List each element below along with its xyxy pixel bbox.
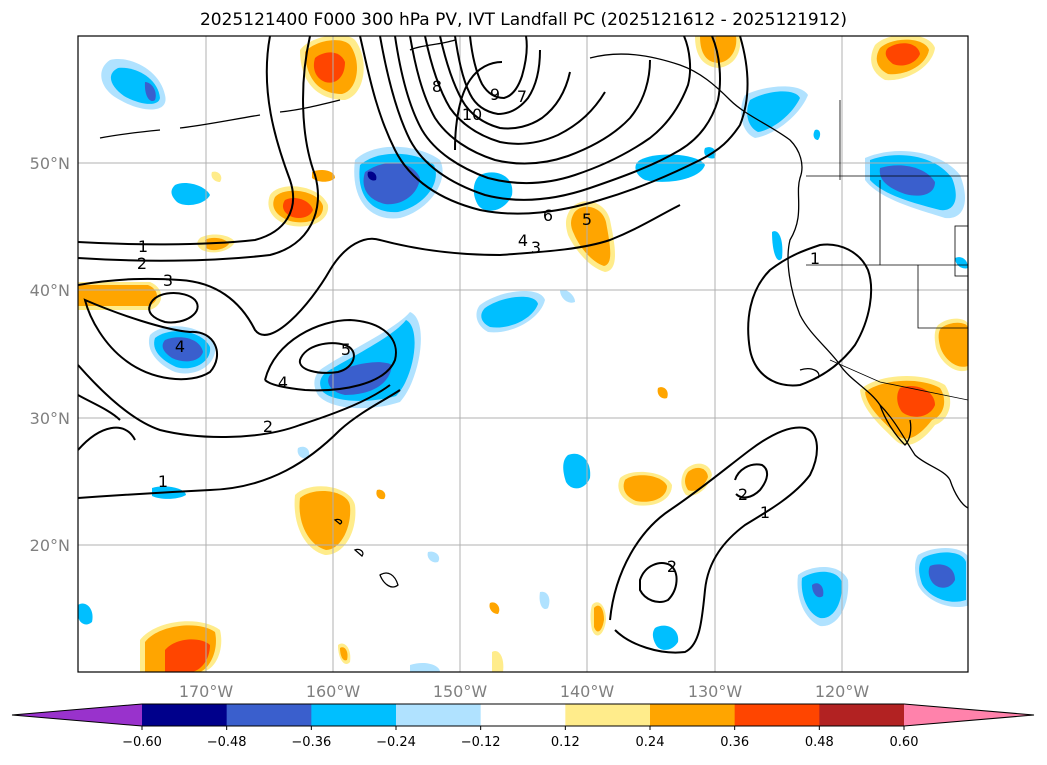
lon-label-140w: 140°W	[560, 682, 615, 701]
contour-label: 1	[138, 237, 148, 256]
negative-blobs	[78, 59, 968, 672]
colorbar-segment	[142, 704, 228, 726]
colorbar-tick-label: 0.12	[551, 735, 580, 750]
lat-label-40n: 40°N	[30, 281, 70, 300]
colorbar-segment	[226, 704, 312, 726]
colorbar: −0.60 −0.48 −0.36 −0.24 −0.12 0.12 0.24 0.36 0.4…	[11, 703, 1035, 750]
contour-label: 4	[518, 231, 528, 250]
colorbar-segment	[650, 704, 736, 726]
colorbar-tick-label: −0.12	[461, 735, 501, 750]
colorbar-tick-label: −0.36	[291, 735, 331, 750]
latitude-labels: 50°N 40°N 30°N 20°N	[30, 154, 70, 555]
colorbar-segment	[565, 704, 651, 726]
contour-label: 4	[278, 373, 288, 392]
contour-label: 1	[810, 249, 820, 268]
lat-label-50n: 50°N	[30, 154, 70, 173]
contour-label: 3	[531, 238, 541, 257]
lon-label-170w: 170°W	[179, 682, 234, 701]
colorbar-segment	[311, 704, 397, 726]
colorbar-segment	[734, 704, 820, 726]
colorbar-tick-label: 0.24	[636, 735, 665, 750]
contour-label: 9	[490, 85, 500, 104]
contour-label: 2	[263, 417, 273, 436]
colorbar-segment	[819, 704, 905, 726]
colorbar-tick-label: −0.48	[207, 735, 247, 750]
contour-label: 10	[462, 105, 482, 124]
colorbar-segment	[396, 704, 482, 726]
borders	[806, 100, 968, 401]
lon-label-150w: 150°W	[433, 682, 488, 701]
contour-label: 7	[517, 87, 527, 106]
map-title: 2025121400 F000 300 hPa PV, IVT Landfall…	[199, 10, 847, 30]
contour-label: 5	[582, 210, 592, 229]
colorbar-extend-max	[904, 704, 1034, 726]
contour-label: 8	[432, 77, 442, 96]
lat-label-30n: 30°N	[30, 409, 70, 428]
colorbar-tick-label: 0.36	[720, 735, 749, 750]
colorbar-tick-label: 0.60	[890, 735, 919, 750]
shaded-anomalies	[78, 36, 968, 672]
colorbar-tick-label: −0.24	[376, 735, 416, 750]
colorbar-tick-label: 0.48	[805, 735, 834, 750]
contour-label: 1	[760, 503, 770, 522]
colorbar-segment	[480, 704, 566, 726]
contour-label: 4	[175, 337, 185, 356]
map-panel	[78, 36, 968, 672]
lon-label-160w: 160°W	[306, 682, 361, 701]
contour-label: 1	[158, 472, 168, 491]
contour-label: 2	[738, 485, 748, 504]
contour-lines	[78, 36, 873, 654]
contour-label: 2	[667, 557, 677, 576]
contour-label: 6	[543, 206, 553, 225]
map-frame	[77, 35, 969, 673]
longitude-labels: 170°W 160°W 150°W 140°W 130°W 120°W	[179, 682, 870, 701]
lon-label-120w: 120°W	[815, 682, 870, 701]
colorbar-extend-min	[12, 704, 142, 726]
contour-label-group: 1 2 3 4 5 6 7 8 9 10 4 3 5 4 2 1 1 2 1 2	[137, 77, 820, 576]
colorbar-tick-label: −0.60	[122, 735, 162, 750]
contour-label: 2	[137, 254, 147, 273]
lon-label-130w: 130°W	[688, 682, 743, 701]
contour-label: 3	[163, 271, 173, 290]
contour-label: 5	[341, 340, 351, 359]
positive-blobs	[78, 36, 968, 672]
lat-label-20n: 20°N	[30, 536, 70, 555]
